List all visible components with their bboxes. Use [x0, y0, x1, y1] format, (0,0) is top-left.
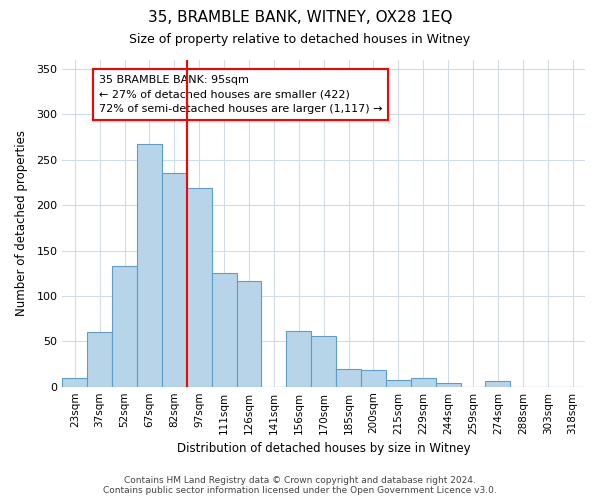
Text: Size of property relative to detached houses in Witney: Size of property relative to detached ho…: [130, 32, 470, 46]
Bar: [386, 380, 411, 386]
Bar: [311, 336, 336, 386]
Bar: [187, 188, 212, 386]
Bar: [336, 368, 361, 386]
Text: 35 BRAMBLE BANK: 95sqm
← 27% of detached houses are smaller (422)
72% of semi-de: 35 BRAMBLE BANK: 95sqm ← 27% of detached…: [99, 74, 382, 114]
Bar: [361, 370, 386, 386]
Bar: [485, 381, 511, 386]
Bar: [411, 378, 436, 386]
Bar: [87, 332, 112, 386]
Bar: [112, 266, 137, 386]
Text: Contains HM Land Registry data © Crown copyright and database right 2024.
Contai: Contains HM Land Registry data © Crown c…: [103, 476, 497, 495]
Text: 35, BRAMBLE BANK, WITNEY, OX28 1EQ: 35, BRAMBLE BANK, WITNEY, OX28 1EQ: [148, 10, 452, 25]
Bar: [236, 280, 262, 386]
Y-axis label: Number of detached properties: Number of detached properties: [15, 130, 28, 316]
Bar: [286, 332, 311, 386]
Bar: [162, 172, 187, 386]
Bar: [62, 378, 87, 386]
X-axis label: Distribution of detached houses by size in Witney: Distribution of detached houses by size …: [177, 442, 470, 455]
Bar: [137, 144, 162, 386]
Bar: [212, 273, 236, 386]
Bar: [436, 383, 461, 386]
